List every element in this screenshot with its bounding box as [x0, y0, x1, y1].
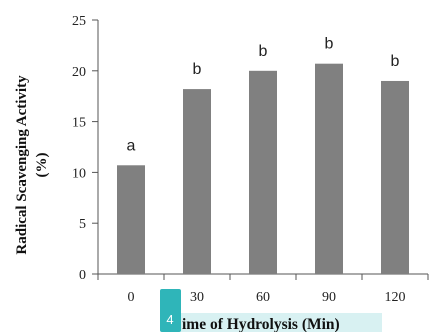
- y-tick-label: 5: [79, 217, 86, 232]
- x-tick-label: 30: [190, 290, 204, 305]
- bar-0: [117, 165, 145, 274]
- y-tick-label: 0: [79, 268, 86, 283]
- data-labels: a b b b b: [127, 36, 400, 155]
- significance-label: b: [259, 43, 268, 60]
- y-tick-label: 15: [72, 116, 86, 131]
- x-tick-label: 0: [128, 290, 135, 305]
- axes: 0 5 10 15 20 25 0 30 60 90 120: [72, 14, 429, 305]
- bar-60: [249, 70, 277, 274]
- y-tick-label: 20: [72, 65, 86, 80]
- x-ticks: 0 30 60 90 120: [97, 274, 429, 305]
- significance-label: b: [391, 53, 400, 70]
- x-title-highlight: [176, 313, 382, 332]
- significance-label: b: [193, 61, 202, 78]
- y-axis-title-line2: (%): [34, 153, 50, 178]
- bar-30: [183, 89, 211, 274]
- x-tick-label: 60: [256, 290, 270, 305]
- bar-90: [315, 63, 343, 274]
- x-tick-label: 90: [322, 290, 336, 305]
- y-axis-title-line1: Radical Scavenging Activity: [14, 75, 30, 255]
- y-ticks: 0 5 10 15 20 25: [72, 14, 98, 283]
- overlay-badge[interactable]: [160, 289, 181, 332]
- significance-label: b: [325, 36, 334, 53]
- overlay-badge-text: 4: [166, 312, 173, 327]
- y-tick-label: 10: [72, 166, 86, 181]
- x-axis-title: ime of Hydrolysis (Min): [182, 316, 340, 332]
- bars: [117, 63, 409, 275]
- x-tick-label: 120: [385, 290, 406, 305]
- y-tick-label: 25: [72, 14, 86, 29]
- significance-label: a: [127, 137, 136, 154]
- bar-120: [381, 80, 409, 275]
